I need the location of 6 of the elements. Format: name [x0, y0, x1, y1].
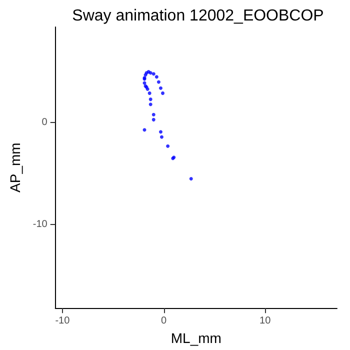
- x-tick-label: 0: [160, 316, 167, 327]
- chart-title: Sway animation 12002_EOOBCOP: [72, 8, 324, 24]
- x-tick-label: -10: [55, 316, 70, 327]
- x-axis-title: ML_mm: [170, 330, 222, 346]
- y-axis-title: AP_mm: [7, 142, 23, 192]
- x-tick-label: 10: [260, 316, 272, 327]
